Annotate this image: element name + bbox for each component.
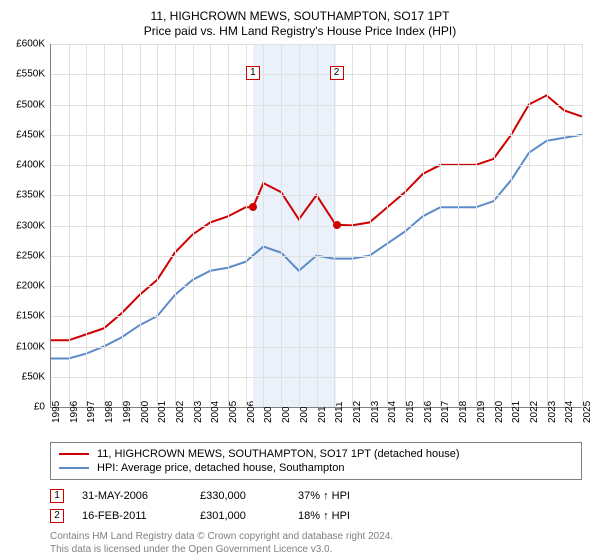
sale-marker-box: 1 [50,489,64,503]
x-axis: 1995199619971998199920002001200220032004… [51,407,582,435]
sale-hpi: 37% ↑ HPI [298,490,378,502]
sale-row: 1 31-MAY-2006 £330,000 37% ↑ HPI [50,486,582,506]
legend-label: 11, HIGHCROWN MEWS, SOUTHAMPTON, SO17 1P… [97,448,460,460]
legend-item: 11, HIGHCROWN MEWS, SOUTHAMPTON, SO17 1P… [59,447,573,461]
sale-price: £301,000 [200,510,280,522]
chart-title: 11, HIGHCROWN MEWS, SOUTHAMPTON, SO17 1P… [10,8,590,24]
footer-line: Contains HM Land Registry data © Crown c… [50,530,582,543]
chart-container: 11, HIGHCROWN MEWS, SOUTHAMPTON, SO17 1P… [0,0,600,560]
chart-subtitle: Price paid vs. HM Land Registry's House … [10,24,590,38]
sale-date: 16-FEB-2011 [82,510,182,522]
legend-label: HPI: Average price, detached house, Sout… [97,462,344,474]
y-axis: £0£50K£100K£150K£200K£250K£300K£350K£400… [9,44,49,407]
legend-item: HPI: Average price, detached house, Sout… [59,461,573,475]
sale-hpi: 18% ↑ HPI [298,510,378,522]
sale-price: £330,000 [200,490,280,502]
footer-attribution: Contains HM Land Registry data © Crown c… [50,530,582,556]
legend-swatch [59,467,89,469]
chart-plot-area: £0£50K£100K£150K£200K£250K£300K£350K£400… [50,44,582,408]
sales-list: 1 31-MAY-2006 £330,000 37% ↑ HPI 2 16-FE… [50,486,582,526]
sale-date: 31-MAY-2006 [82,490,182,502]
footer-line: This data is licensed under the Open Gov… [50,543,582,556]
sale-marker-box: 2 [50,509,64,523]
sale-row: 2 16-FEB-2011 £301,000 18% ↑ HPI [50,506,582,526]
legend-swatch [59,453,89,455]
legend-box: 11, HIGHCROWN MEWS, SOUTHAMPTON, SO17 1P… [50,442,582,480]
